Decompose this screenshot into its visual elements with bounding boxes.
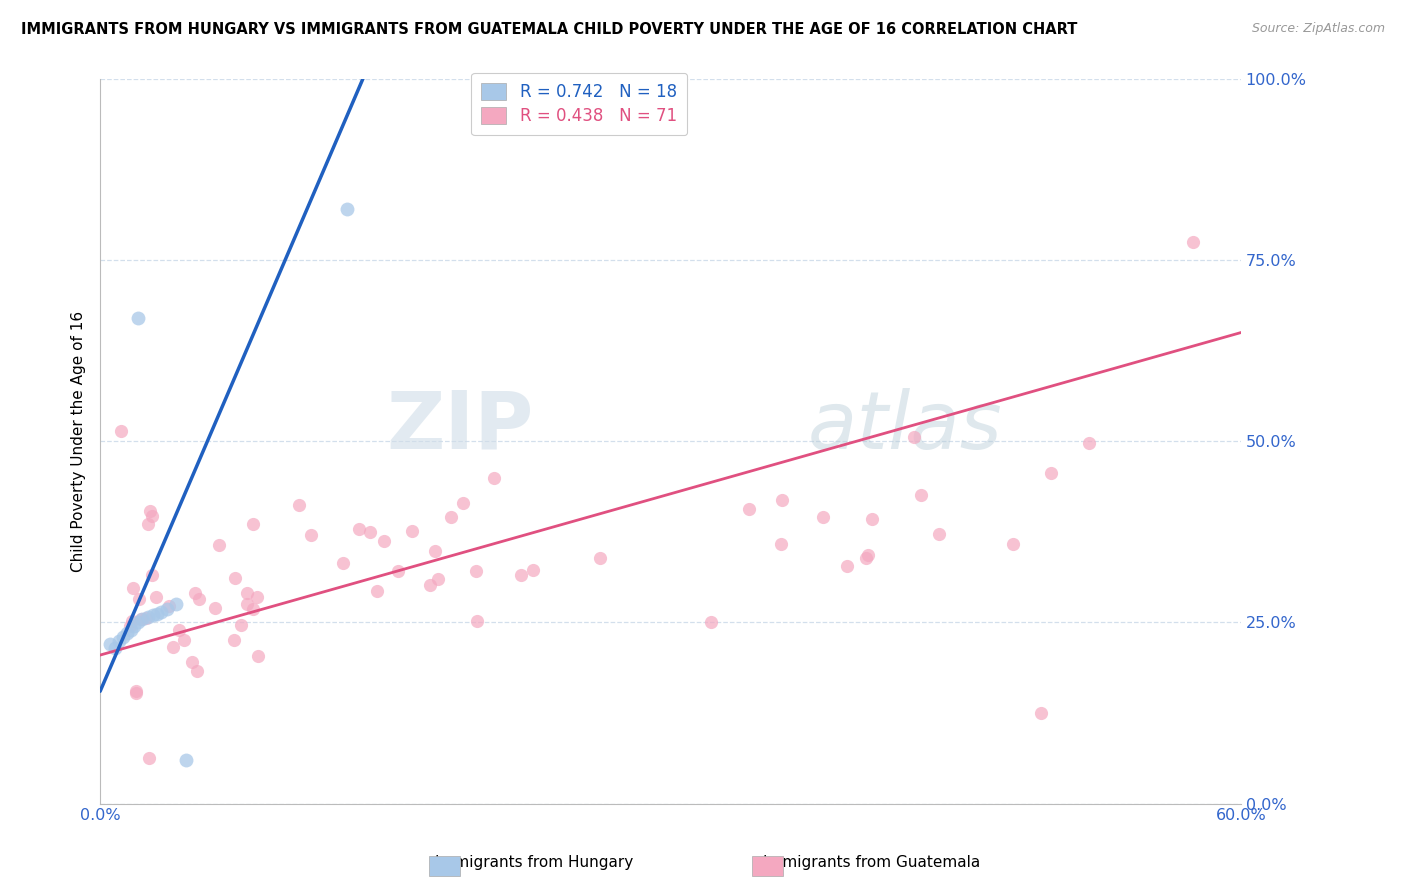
Point bbox=[111, 630, 134, 644]
Point bbox=[120, 618, 142, 632]
Point bbox=[131, 612, 153, 626]
Point bbox=[510, 568, 533, 582]
Point bbox=[141, 509, 163, 524]
Point bbox=[125, 686, 148, 700]
Point bbox=[146, 607, 169, 621]
Point bbox=[128, 591, 150, 606]
Point bbox=[115, 626, 138, 640]
Point bbox=[1001, 537, 1024, 551]
Point bbox=[482, 470, 505, 484]
Point bbox=[928, 526, 950, 541]
Point bbox=[855, 550, 877, 565]
Point bbox=[184, 586, 207, 600]
Point bbox=[835, 559, 858, 574]
Point bbox=[169, 623, 191, 637]
Point bbox=[125, 683, 148, 698]
Point bbox=[162, 640, 184, 654]
Point bbox=[181, 655, 204, 669]
Point bbox=[165, 598, 187, 612]
Point bbox=[700, 615, 723, 629]
Point bbox=[246, 649, 269, 664]
Point bbox=[229, 618, 252, 632]
Point bbox=[142, 608, 165, 623]
Point bbox=[426, 572, 449, 586]
Point bbox=[811, 509, 834, 524]
Text: Source: ZipAtlas.com: Source: ZipAtlas.com bbox=[1251, 22, 1385, 36]
Point bbox=[204, 600, 226, 615]
Point bbox=[242, 602, 264, 616]
Text: Immigrants from Hungary: Immigrants from Hungary bbox=[434, 855, 634, 870]
Point bbox=[136, 609, 159, 624]
Point bbox=[387, 564, 409, 578]
Point bbox=[208, 538, 231, 552]
Point bbox=[401, 524, 423, 538]
Point bbox=[349, 522, 371, 536]
Point bbox=[903, 430, 925, 444]
Point bbox=[235, 597, 257, 611]
Point bbox=[359, 525, 381, 540]
Point bbox=[127, 311, 149, 326]
Point bbox=[910, 488, 932, 502]
Y-axis label: Child Poverty Under the Age of 16: Child Poverty Under the Age of 16 bbox=[72, 310, 86, 572]
Legend: R = 0.742   N = 18, R = 0.438   N = 71: R = 0.742 N = 18, R = 0.438 N = 71 bbox=[471, 73, 688, 135]
Point bbox=[336, 202, 359, 217]
Point bbox=[156, 602, 179, 616]
Point bbox=[224, 571, 246, 585]
Point bbox=[366, 584, 388, 599]
Point bbox=[188, 592, 211, 607]
Point bbox=[858, 548, 880, 562]
Point bbox=[522, 563, 544, 577]
Text: atlas: atlas bbox=[807, 388, 1002, 466]
Point bbox=[770, 492, 793, 507]
Point bbox=[465, 614, 488, 628]
Text: ZIP: ZIP bbox=[387, 388, 533, 466]
Point bbox=[222, 633, 245, 648]
Point bbox=[157, 599, 180, 614]
Point bbox=[145, 590, 167, 604]
Point bbox=[174, 753, 197, 767]
Point bbox=[419, 578, 441, 592]
Point bbox=[124, 619, 146, 633]
Point bbox=[860, 512, 883, 526]
Point bbox=[129, 611, 152, 625]
Point bbox=[769, 537, 792, 551]
Point bbox=[1077, 435, 1099, 450]
Point bbox=[98, 637, 121, 651]
Point bbox=[120, 623, 142, 637]
Point bbox=[121, 615, 143, 629]
Point bbox=[108, 633, 131, 648]
Point bbox=[104, 640, 127, 655]
Point bbox=[1031, 706, 1053, 720]
Point bbox=[440, 509, 463, 524]
Point bbox=[425, 543, 447, 558]
Point bbox=[1039, 466, 1062, 480]
Point bbox=[1182, 235, 1205, 249]
Point bbox=[738, 501, 761, 516]
Point bbox=[122, 581, 145, 595]
Point bbox=[246, 590, 269, 604]
Point bbox=[149, 605, 172, 619]
Point bbox=[127, 615, 149, 630]
Point bbox=[136, 516, 159, 531]
Point bbox=[139, 504, 162, 518]
Point bbox=[135, 610, 157, 624]
Point bbox=[589, 551, 612, 566]
Text: Immigrants from Guatemala: Immigrants from Guatemala bbox=[763, 855, 980, 870]
Point bbox=[110, 424, 132, 438]
Point bbox=[332, 557, 354, 571]
Point bbox=[141, 567, 163, 582]
Point bbox=[186, 664, 208, 678]
Point bbox=[173, 632, 195, 647]
Point bbox=[236, 586, 259, 600]
Point bbox=[138, 750, 160, 764]
Point bbox=[465, 564, 488, 578]
Point bbox=[451, 496, 474, 510]
Point bbox=[373, 533, 395, 548]
Point bbox=[288, 498, 311, 512]
Point bbox=[299, 528, 322, 542]
Point bbox=[242, 517, 264, 532]
Text: IMMIGRANTS FROM HUNGARY VS IMMIGRANTS FROM GUATEMALA CHILD POVERTY UNDER THE AGE: IMMIGRANTS FROM HUNGARY VS IMMIGRANTS FR… bbox=[21, 22, 1077, 37]
